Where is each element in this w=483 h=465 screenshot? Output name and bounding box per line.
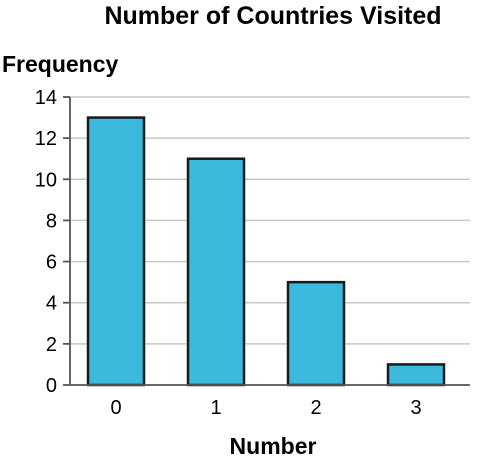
- axes: [69, 97, 470, 386]
- y-tick-label: 2: [46, 334, 57, 356]
- x-tick-label: 3: [410, 397, 421, 419]
- y-tick-label: 0: [46, 375, 57, 397]
- bar-3: [386, 363, 446, 387]
- x-tick-label: 2: [310, 397, 321, 419]
- bars: [86, 116, 446, 387]
- x-axis-title: Number: [230, 433, 317, 459]
- y-axis-title: Frequency: [2, 51, 119, 77]
- y-tick-label: 10: [35, 169, 57, 191]
- y-tick-label: 12: [35, 128, 57, 150]
- x-tick-label: 1: [210, 397, 221, 419]
- y-tick-label: 6: [46, 252, 57, 274]
- y-tick-label: 8: [46, 210, 57, 232]
- bar-0: [86, 116, 146, 387]
- x-tick-labels: 0 1 2 3: [110, 397, 421, 419]
- y-tick-labels: 0 2 4 6 8 10 12 14: [35, 87, 57, 397]
- chart-title: Number of Countries Visited: [104, 2, 441, 30]
- y-tick-label: 14: [35, 87, 57, 109]
- bar-1: [186, 157, 246, 387]
- y-tick-label: 4: [46, 293, 57, 315]
- bar-2: [286, 280, 346, 387]
- x-tick-label: 0: [110, 397, 121, 419]
